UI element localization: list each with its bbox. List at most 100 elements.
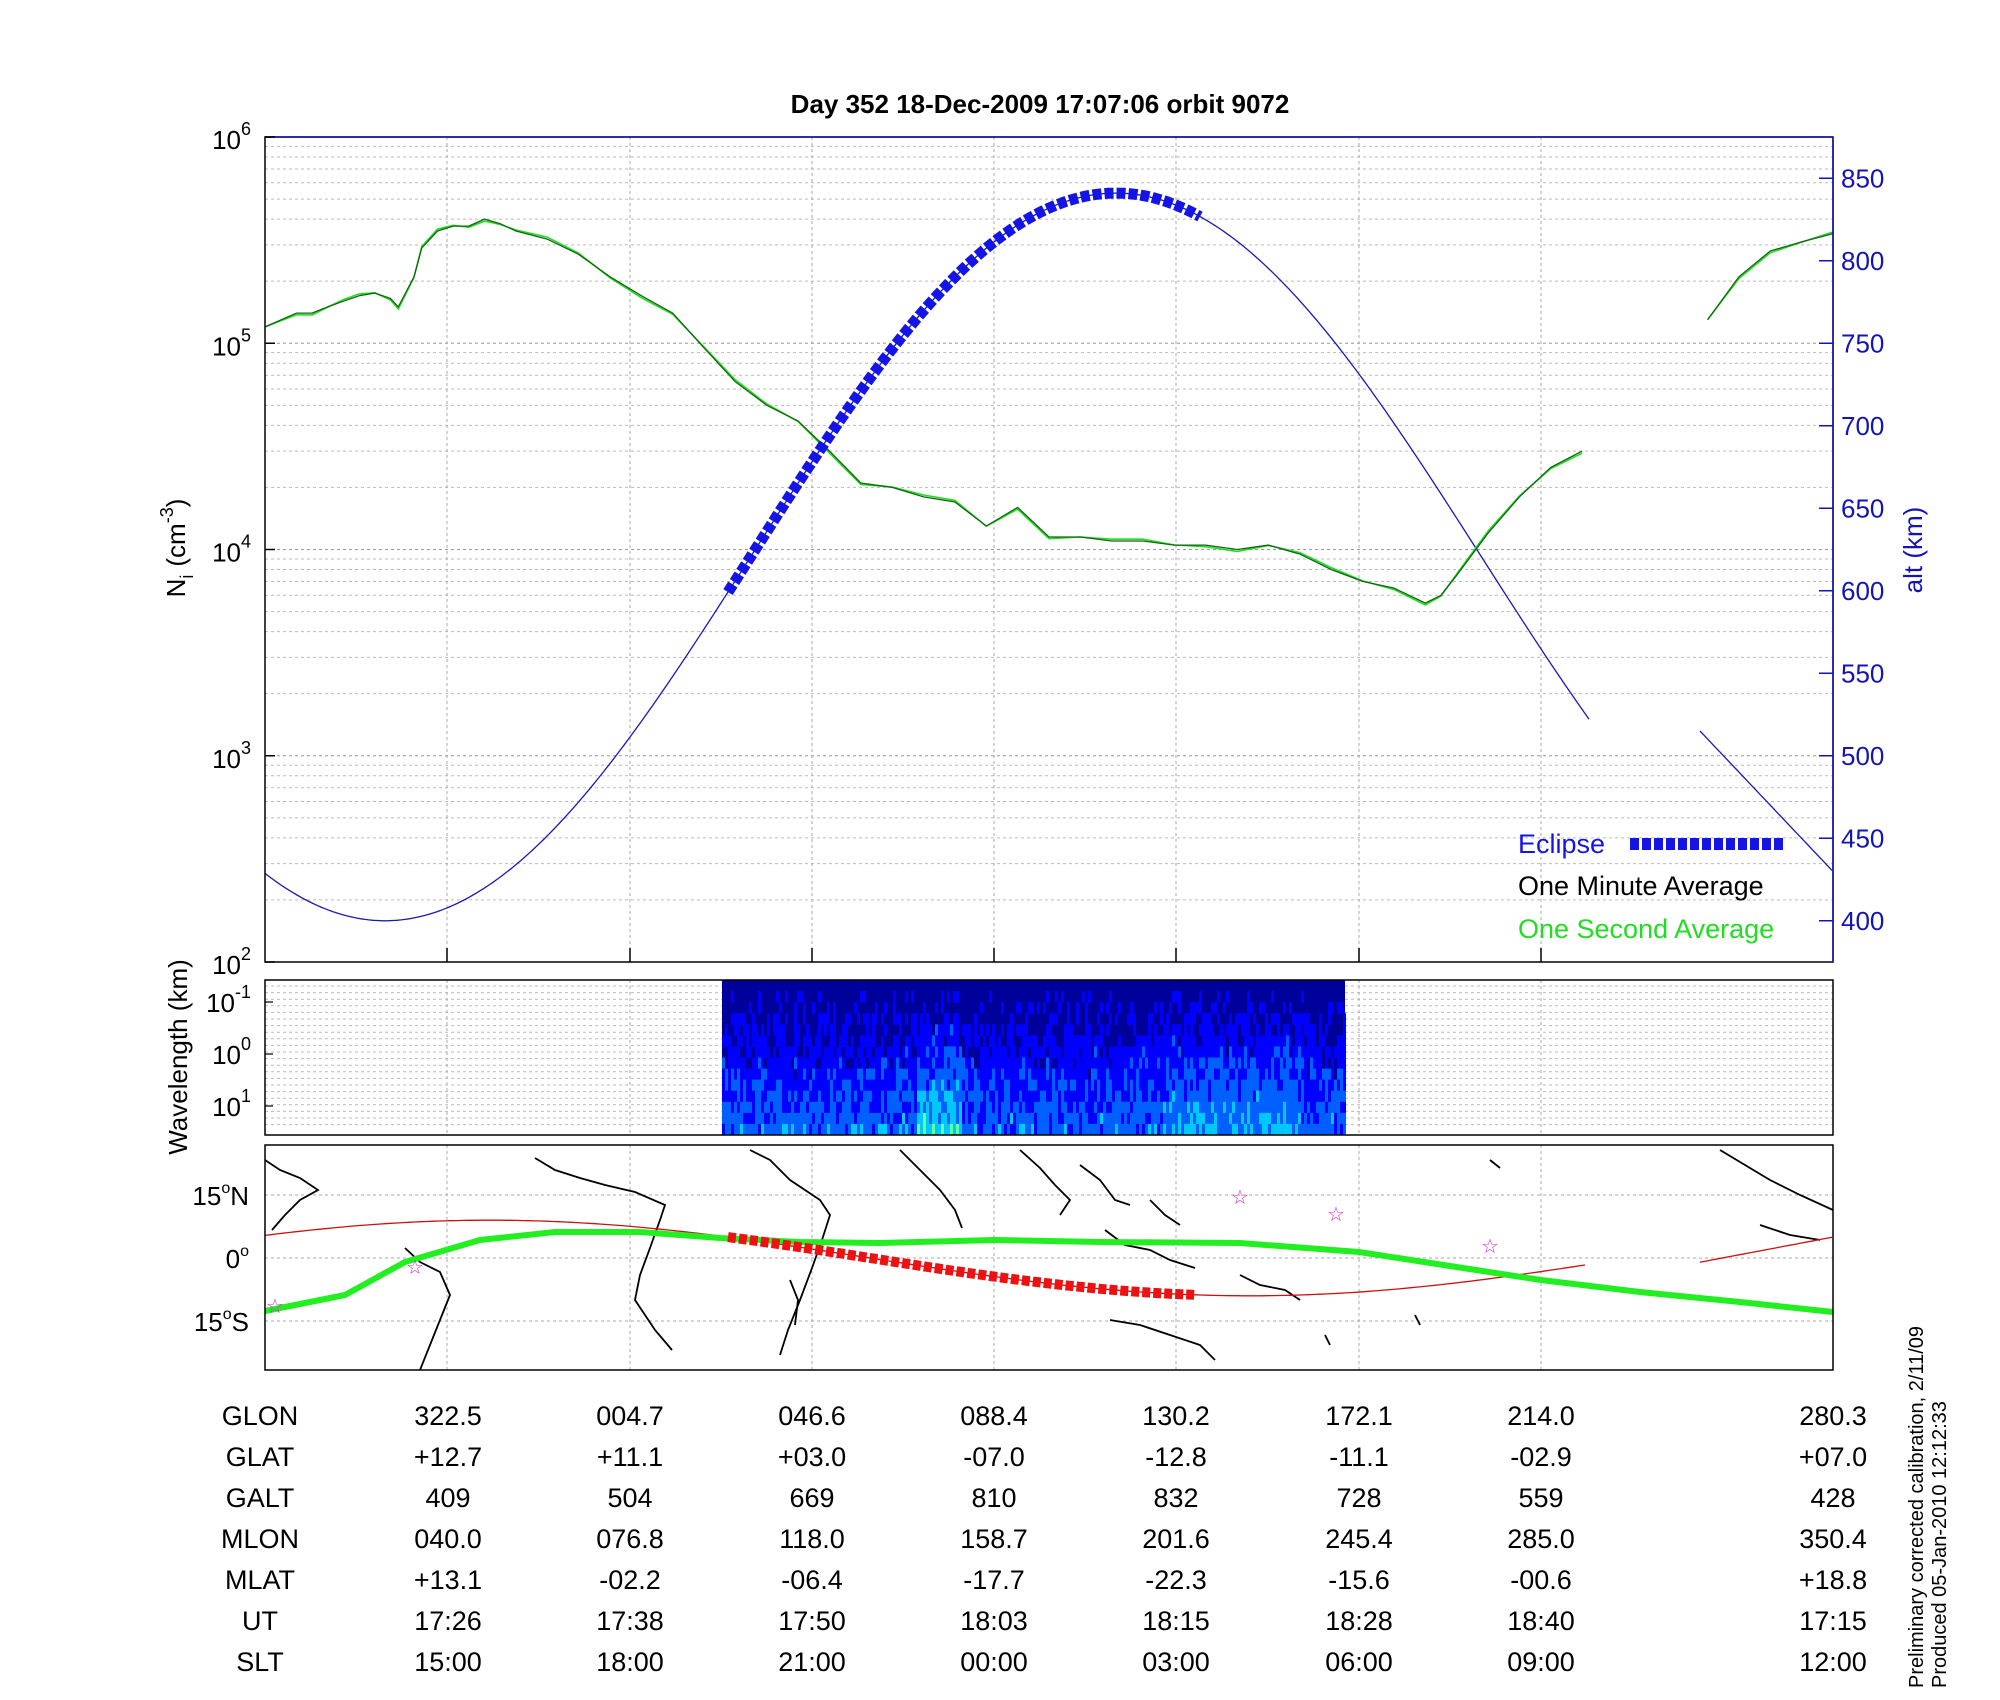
spectrogram-cell: [782, 1090, 785, 1103]
spectrogram-cell: [1337, 1090, 1340, 1103]
spectrogram-cell: [932, 1035, 935, 1047]
spectrogram-cell: [752, 1068, 755, 1081]
spectrogram-cell: [1286, 1101, 1289, 1114]
spectrogram-cell: [1322, 1035, 1325, 1047]
spectrogram-cell: [1238, 1101, 1241, 1114]
spectrogram-cell: [740, 1035, 743, 1047]
spectrogram-cell: [1202, 1123, 1205, 1136]
spectrogram-cell: [866, 1123, 869, 1136]
spectrogram-cell: [803, 1068, 806, 1081]
spectrogram-cell: [1298, 1079, 1301, 1092]
spectrogram-cell: [893, 1068, 896, 1081]
spectrogram-cell: [1322, 1090, 1325, 1103]
spectrogram-cell: [761, 1024, 764, 1036]
spectrogram-cell: [1223, 1090, 1226, 1103]
spectrogram-cell: [1127, 1090, 1130, 1103]
spectrogram-cell: [1298, 1024, 1301, 1036]
lat-tick-label: 15oN: [192, 1180, 249, 1211]
spectrogram-cell: [758, 1068, 761, 1081]
spectrogram-cell: [899, 1112, 902, 1125]
spectrogram-cell: [836, 1101, 839, 1114]
spectrogram-cell: [1310, 1123, 1313, 1136]
station-star-marker: ☆: [406, 1257, 424, 1279]
spectrogram-cell: [992, 1101, 995, 1114]
spectrogram-cell: [815, 1090, 818, 1103]
spectrogram-cell: [812, 1090, 815, 1103]
spectrogram-cell: [926, 1035, 929, 1047]
spectrogram-cell: [1136, 1123, 1139, 1136]
spectrogram-cell: [1298, 1101, 1301, 1114]
spectrogram-cell: [746, 1035, 749, 1047]
spectrogram-cell: [1265, 1013, 1268, 1025]
ephemeris-value: -12.8: [1145, 1442, 1207, 1472]
spectrogram-cell: [845, 1013, 848, 1025]
spectrogram-cell: [980, 1112, 983, 1125]
spectrogram-cell: [1217, 1046, 1220, 1058]
spectrogram-cell: [1250, 1112, 1253, 1125]
spectrogram-cell: [755, 1090, 758, 1103]
spectrogram-cell: [1190, 1068, 1193, 1081]
spectrogram-cell: [884, 1101, 887, 1114]
spectrogram-cell: [1241, 1057, 1244, 1070]
spectrogram-cell: [1082, 1101, 1085, 1114]
spectrogram-cell: [959, 1112, 962, 1125]
spectrogram-cell: [836, 1068, 839, 1081]
spectrogram-cell: [1196, 1079, 1199, 1092]
spectrogram-cell: [935, 1112, 938, 1125]
spectrogram-cell: [953, 1046, 956, 1058]
spectrogram-cell: [902, 1090, 905, 1103]
spectrogram-cell: [1145, 1090, 1148, 1103]
spectrogram-cell: [776, 1079, 779, 1092]
spectrogram-cell: [1016, 1101, 1019, 1114]
spectrogram-cell: [896, 1068, 899, 1081]
spectrogram-cell: [776, 1013, 779, 1025]
spectrogram-cell: [1007, 1112, 1010, 1125]
spectrogram-cell: [1265, 1112, 1268, 1125]
coastline: [1324, 1334, 1331, 1346]
spectrogram-cell: [1169, 1101, 1172, 1114]
spectrogram-cell: [914, 1024, 917, 1036]
spectrogram-cell: [1289, 1112, 1292, 1125]
spectrogram-cell: [911, 1112, 914, 1125]
spectrogram-cell: [866, 1112, 869, 1125]
spectrogram-cell: [1169, 1079, 1172, 1092]
spectrogram-cell: [1127, 1057, 1130, 1070]
spectrogram-cell: [1010, 1079, 1013, 1092]
spectrogram-cell: [875, 1079, 878, 1092]
spectrogram-cell: [1028, 1123, 1031, 1136]
spectrogram-cell: [1154, 1123, 1157, 1136]
spectrogram-cell: [845, 1112, 848, 1125]
spectrogram-cell: [917, 1068, 920, 1081]
spectrogram-cell: [1166, 1112, 1169, 1125]
spectrogram-cell: [1250, 1079, 1253, 1092]
y-tick-base: 10: [212, 538, 241, 568]
spectrogram-cell: [746, 1112, 749, 1125]
spectrogram-cell: [875, 1057, 878, 1070]
spectrogram-cell: [731, 991, 734, 1003]
spectrogram-cell: [764, 1123, 767, 1136]
spectrogram-cell: [1076, 1079, 1079, 1092]
spectrogram-cell: [818, 1123, 821, 1136]
spectrogram-cell: [866, 1013, 869, 1025]
spectrogram-cell: [1187, 1057, 1190, 1070]
spectrogram-cell: [923, 1024, 926, 1036]
spectrogram-cell: [809, 1112, 812, 1125]
spectrogram-cell: [980, 1079, 983, 1092]
spectrogram-cell: [785, 1101, 788, 1114]
spectrogram-cell: [740, 1057, 743, 1070]
spectrogram-cell: [1247, 1123, 1250, 1136]
spectrogram-cell: [1040, 1046, 1043, 1058]
spectrogram-cell: [1223, 1002, 1226, 1014]
spectrogram-cell: [1031, 1035, 1034, 1047]
spectrogram-cell: [938, 1079, 941, 1092]
spectrogram-cell: [839, 1123, 842, 1136]
spectrogram-cell: [1097, 1068, 1100, 1081]
spectrogram-cell: [1232, 1024, 1235, 1036]
spectrogram-cell: [1286, 1112, 1289, 1125]
spectrogram-cell: [929, 1101, 932, 1114]
spectrogram-cell: [1193, 1002, 1196, 1014]
spectrogram-cell: [1106, 1057, 1109, 1070]
spectrogram-cell: [1073, 1123, 1076, 1136]
spectrogram-cell: [1154, 1090, 1157, 1103]
spectrogram-cell: [1217, 1035, 1220, 1047]
